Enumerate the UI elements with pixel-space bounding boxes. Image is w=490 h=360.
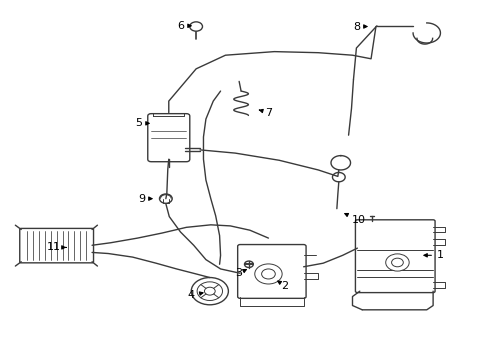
FancyBboxPatch shape [355, 220, 435, 293]
Text: 3: 3 [236, 268, 246, 278]
Circle shape [204, 287, 215, 295]
Circle shape [197, 282, 222, 301]
Text: 8: 8 [353, 22, 367, 32]
Text: 1: 1 [424, 250, 444, 260]
Text: 6: 6 [177, 21, 191, 31]
Text: 11: 11 [47, 242, 66, 252]
Circle shape [245, 261, 253, 267]
Text: 7: 7 [259, 108, 272, 118]
Text: 9: 9 [138, 194, 152, 204]
FancyBboxPatch shape [148, 114, 190, 162]
Circle shape [190, 22, 202, 31]
Circle shape [386, 254, 409, 271]
Circle shape [159, 194, 172, 203]
FancyBboxPatch shape [20, 228, 94, 263]
Text: 2: 2 [278, 281, 289, 291]
Text: 10: 10 [345, 213, 366, 225]
Circle shape [392, 258, 403, 267]
Text: 5: 5 [135, 118, 149, 128]
Circle shape [262, 269, 275, 279]
Circle shape [191, 278, 228, 305]
Text: 4: 4 [188, 291, 203, 301]
Circle shape [255, 264, 282, 284]
FancyBboxPatch shape [238, 244, 306, 298]
